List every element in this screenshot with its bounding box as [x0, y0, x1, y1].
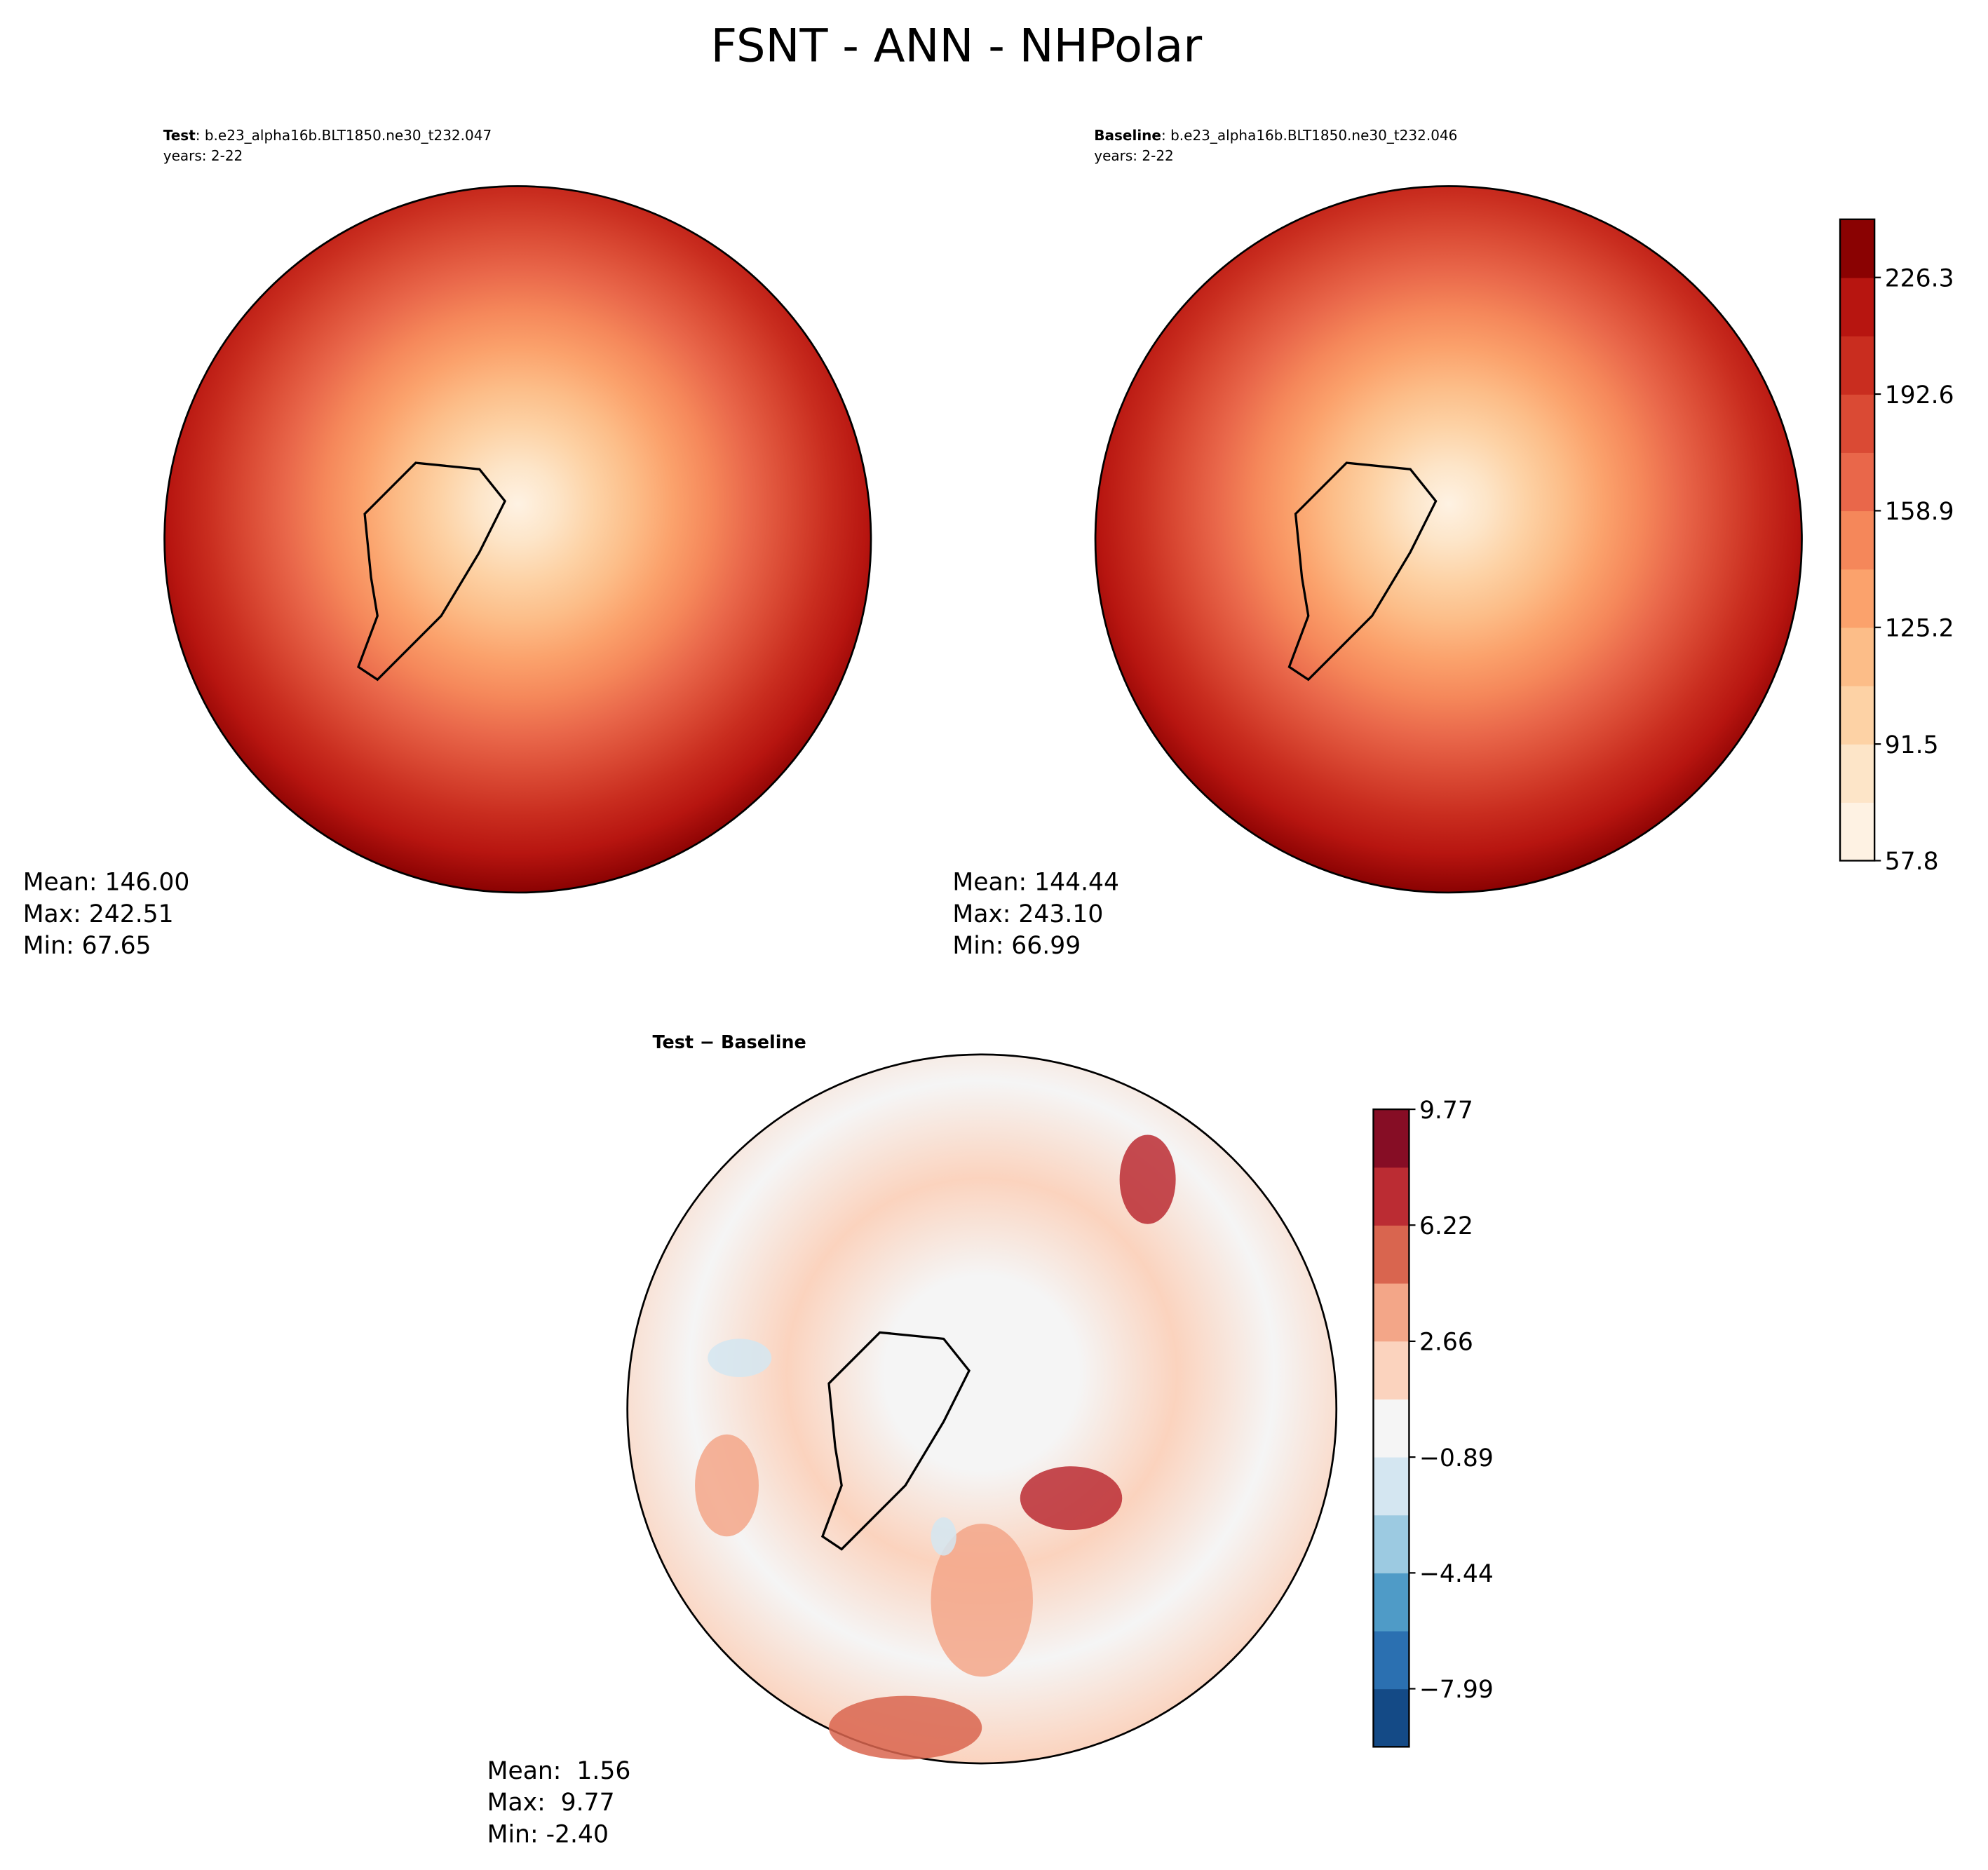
map-field: [163, 185, 872, 894]
colorbar-band: [1840, 569, 1875, 628]
colorbar-tick-label: −4.44: [1419, 1560, 1494, 1588]
figure-title: FSNT - ANN - NHPolar: [710, 19, 1202, 72]
stat-label: Max: 242.51: [23, 900, 174, 928]
years-label: years: 2-22: [163, 147, 243, 164]
colorbar-band: [1840, 336, 1875, 395]
map-field: [626, 1053, 1338, 1765]
map-anomaly: [695, 1434, 759, 1537]
colorbar-tick-label: 226.3: [1885, 264, 1954, 292]
map-field: [1094, 185, 1803, 894]
colorbar-band: [1373, 1225, 1409, 1284]
colorbar-band: [1840, 802, 1875, 862]
stat-label: Min: 67.65: [23, 932, 151, 960]
stat-label: Mean: 144.44: [952, 868, 1119, 896]
colorbar-tick-label: −7.99: [1419, 1676, 1494, 1704]
colorbar-band: [1373, 1167, 1409, 1226]
coastline: [820, 1331, 971, 1551]
stat-label: Max: 243.10: [952, 900, 1103, 928]
coastline: [357, 461, 507, 682]
colorbar-tick-label: 2.66: [1419, 1329, 1473, 1357]
colorbar-tick-label: 192.6: [1885, 381, 1954, 409]
colorbar-tick-label: 9.77: [1419, 1097, 1473, 1125]
colorbar-frame: [1839, 218, 1876, 862]
run-label: Test: [163, 127, 196, 144]
colorbar-frame: [1372, 1108, 1410, 1748]
colorbar-band: [1840, 277, 1875, 337]
colorbar-band: [1840, 510, 1875, 570]
colorbar-band: [1373, 1631, 1409, 1690]
colorbar-band: [1373, 1399, 1409, 1458]
panel-subtitle: Baseline: b.e23_alpha16b.BLT1850.ne30_t2…: [1094, 127, 1457, 144]
colorbar-band: [1840, 219, 1875, 278]
case-name: : b.e23_alpha16b.BLT1850.ne30_t232.047: [196, 127, 492, 144]
colorbar-band: [1373, 1283, 1409, 1342]
stat-label: Min: -2.40: [487, 1821, 609, 1849]
map-anomaly: [1119, 1134, 1176, 1224]
colorbar-tick-label: 91.5: [1885, 731, 1939, 759]
colorbar-tick-label: −0.89: [1419, 1444, 1494, 1472]
map-anomaly: [1020, 1466, 1123, 1531]
stat-label: Max: 9.77: [487, 1789, 615, 1817]
map-anomaly: [931, 1517, 956, 1556]
colorbar-band: [1373, 1573, 1409, 1632]
colorbar-tick-label: 6.22: [1419, 1212, 1473, 1240]
coastline: [1287, 461, 1438, 682]
colorbar-band: [1373, 1457, 1409, 1516]
stat-label: Mean: 1.56: [487, 1757, 631, 1785]
map-anomaly: [708, 1339, 772, 1377]
stat-label: Min: 66.99: [952, 932, 1081, 960]
panel-title: Test − Baseline: [653, 1032, 806, 1053]
colorbar-tick-label: 158.9: [1885, 498, 1954, 526]
colorbar-band: [1840, 744, 1875, 803]
colorbar-band: [1373, 1688, 1409, 1747]
colorbar-tick-label: 57.8: [1885, 848, 1939, 876]
case-name: : b.e23_alpha16b.BLT1850.ne30_t232.046: [1161, 127, 1457, 144]
colorbar-band: [1373, 1341, 1409, 1400]
colorbar-band: [1373, 1515, 1409, 1573]
colorbar-band: [1840, 627, 1875, 686]
map-anomaly: [829, 1695, 982, 1760]
colorbar-tick-label: 125.2: [1885, 615, 1954, 643]
colorbar-band: [1373, 1109, 1409, 1168]
panel-subtitle: Test: b.e23_alpha16b.BLT1850.ne30_t232.0…: [163, 127, 492, 144]
colorbar-band: [1840, 394, 1875, 453]
stat-label: Mean: 146.00: [23, 868, 190, 896]
map-anomaly: [931, 1524, 1033, 1677]
colorbar-band: [1840, 686, 1875, 745]
years-label: years: 2-22: [1094, 147, 1174, 164]
run-label: Baseline: [1094, 127, 1161, 144]
colorbar-band: [1840, 452, 1875, 512]
